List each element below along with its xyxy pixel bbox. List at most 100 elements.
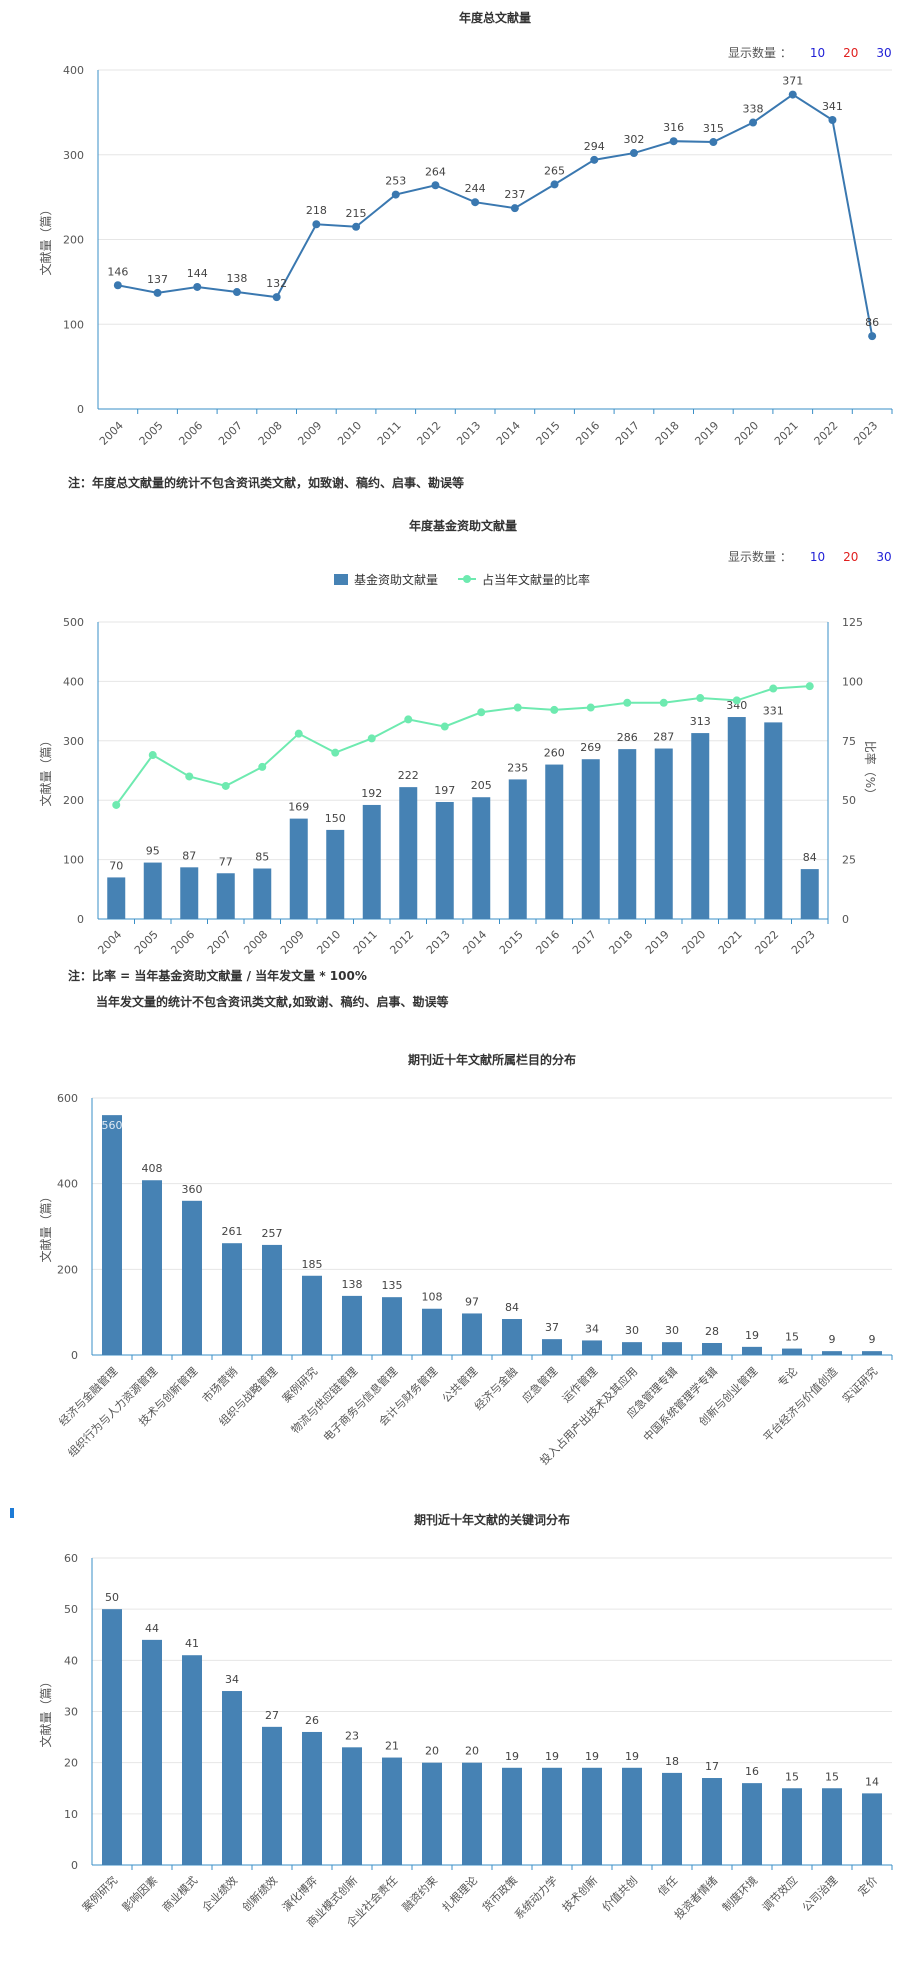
chart-4-title: 期刊近十年文献的关键词分布: [414, 1512, 570, 1527]
data-label: 169: [288, 801, 309, 814]
x-tick-label: 市场营销: [199, 1364, 240, 1405]
x-tick-label: 2011: [351, 928, 380, 957]
display-count-option-10[interactable]: 10: [809, 550, 826, 564]
bar-column: [462, 1313, 482, 1355]
x-tick-label: 公司治理: [799, 1873, 840, 1914]
bar-column: [182, 1200, 202, 1355]
x-tick-label: 电子商务与信息管理: [320, 1364, 400, 1444]
ratio-point: [732, 696, 741, 705]
x-tick-label: 定价: [855, 1873, 880, 1898]
bar-keyword: [342, 1747, 362, 1865]
data-label: 341: [822, 100, 843, 113]
data-point: [749, 118, 758, 127]
bar-column: [622, 1342, 642, 1355]
legend-swatch-funded: [334, 574, 348, 585]
ratio-point: [586, 703, 595, 712]
data-point: [590, 155, 599, 164]
display-count-option-10[interactable]: 10: [809, 46, 826, 60]
y2-tick-label: 75: [842, 735, 856, 748]
y-tick-label: 100: [63, 854, 84, 867]
data-label: 27: [265, 1709, 279, 1722]
bar-keyword: [222, 1691, 242, 1865]
x-tick-label: 扎根理论: [439, 1873, 480, 1914]
data-label: 44: [145, 1622, 159, 1635]
y-axis-label: 文献量（篇）: [38, 1675, 53, 1747]
bar-keyword: [702, 1778, 722, 1865]
data-label: 408: [142, 1162, 163, 1175]
y-axis-label: 文献量（篇）: [38, 203, 53, 275]
data-label: 19: [745, 1329, 759, 1342]
x-tick-label: 2013: [454, 419, 483, 448]
legend-marker-ratio: [463, 575, 471, 583]
bar-column: [702, 1343, 722, 1355]
x-tick-label: 2009: [278, 928, 307, 957]
data-label: 302: [623, 133, 644, 146]
x-tick-label: 2014: [460, 928, 489, 957]
x-tick-label: 物流与供应链管理: [288, 1364, 360, 1436]
section-marker: [10, 1508, 14, 1518]
data-label: 23: [345, 1729, 359, 1742]
display-count-option-20[interactable]: 20: [843, 550, 859, 564]
data-label: 137: [147, 273, 168, 286]
x-tick-label: 实证研究: [839, 1364, 880, 1405]
data-label: 340: [726, 699, 747, 712]
x-tick-label: 2016: [573, 419, 602, 448]
display-count-option-30[interactable]: 30: [876, 46, 892, 60]
bar-funded-literature: [727, 717, 746, 919]
display-count-option-30[interactable]: 30: [876, 550, 892, 564]
ratio-point: [112, 800, 121, 809]
y-tick-label: 600: [57, 1092, 78, 1105]
data-label: 20: [425, 1745, 439, 1758]
data-label: 26: [305, 1714, 319, 1727]
x-tick-label: 经济与金融: [471, 1364, 520, 1413]
bar-keyword: [502, 1767, 522, 1865]
data-point: [272, 293, 281, 302]
x-tick-label: 2016: [533, 928, 562, 957]
data-label: 9: [869, 1333, 876, 1346]
bar-funded-literature: [362, 804, 381, 919]
y-tick-label: 500: [63, 616, 84, 629]
x-tick-label: 2021: [716, 928, 745, 957]
bar-column: [222, 1243, 242, 1355]
legend-label-funded: 基金资助文献量: [354, 572, 438, 587]
ratio-point: [331, 748, 340, 757]
display-count-selector-1: 显示数量 ： 10 20 30: [728, 44, 892, 61]
display-count-option-20[interactable]: 20: [843, 46, 859, 60]
data-label: 77: [219, 855, 233, 868]
x-tick-label: 公共管理: [439, 1364, 480, 1405]
x-tick-label: 影响因素: [120, 1874, 160, 1914]
data-label: 260: [544, 747, 565, 760]
data-label: 146: [107, 265, 128, 278]
data-label: 261: [222, 1225, 243, 1238]
ratio-point: [148, 751, 157, 760]
data-point: [193, 282, 202, 291]
bar-funded-literature: [180, 867, 199, 919]
bar-column: [342, 1295, 362, 1355]
data-point: [391, 190, 400, 199]
bar-column: [862, 1351, 882, 1355]
data-label: 560: [102, 1119, 123, 1132]
series-line-total-literature: [117, 93, 874, 337]
ratio-point: [805, 682, 814, 691]
x-tick-label: 系统动力学: [511, 1873, 560, 1922]
y-tick-label: 300: [63, 735, 84, 748]
data-label: 253: [385, 175, 406, 188]
y-tick-label: 200: [57, 1263, 78, 1276]
bar-funded-literature: [545, 764, 564, 919]
x-tick-label: 企业绩效: [199, 1873, 240, 1914]
x-tick-label: 2005: [137, 419, 166, 448]
bar-keyword: [142, 1639, 162, 1865]
display-count-label: 显示数量 ：: [728, 550, 792, 564]
data-label: 138: [342, 1278, 363, 1291]
data-label: 313: [690, 715, 711, 728]
data-label: 85: [255, 851, 269, 864]
x-tick-label: 价值共创: [600, 1874, 640, 1914]
x-tick-label: 2007: [216, 419, 245, 448]
x-tick-label: 2015: [497, 928, 526, 957]
data-label: 19: [545, 1750, 559, 1763]
data-label: 244: [465, 182, 486, 195]
y-tick-label: 40: [64, 1654, 78, 1667]
x-tick-label: 2011: [375, 419, 404, 448]
chart-2-title: 年度基金资助文献量: [409, 518, 517, 533]
x-tick-label: 创新绩效: [239, 1873, 280, 1914]
